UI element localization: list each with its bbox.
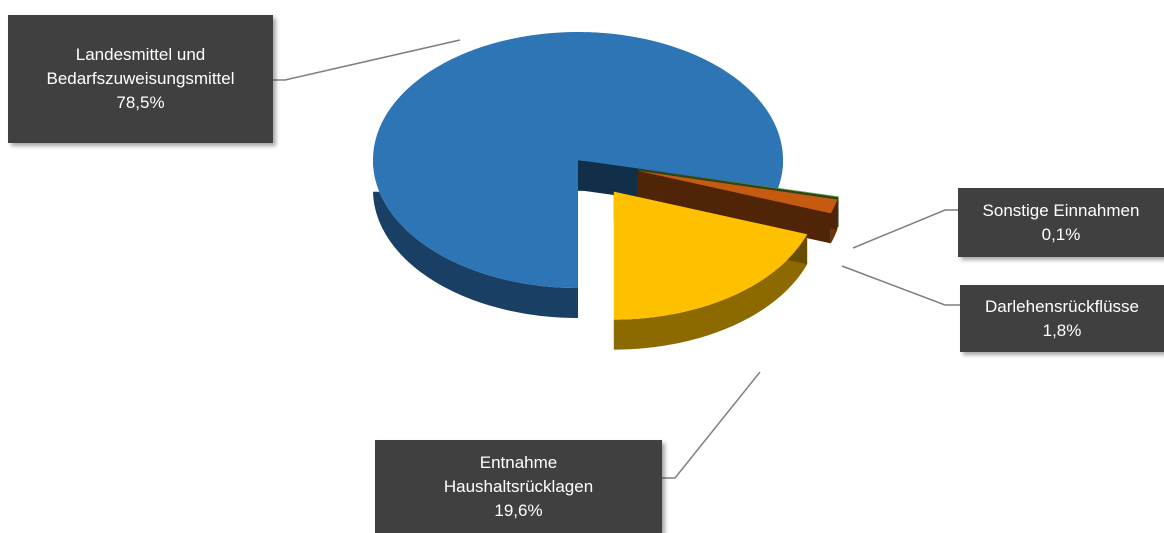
- label-category: Entnahme Haushaltsrücklagen: [443, 452, 594, 496]
- leader-line: [273, 39, 461, 81]
- data-label: Darlehensrückflüsse 1,8%: [960, 285, 1164, 352]
- data-label: Sonstige Einnahmen 0,1%: [958, 188, 1164, 257]
- label-value: 19,6%: [494, 500, 543, 520]
- pie-tops: [373, 32, 839, 320]
- label-value: 0,1%: [1041, 224, 1081, 244]
- pie-slice: [637, 170, 838, 214]
- label-category: Darlehensrückflüsse: [984, 296, 1139, 316]
- pie-side: [613, 234, 808, 350]
- leader-lines: [273, 39, 960, 479]
- pie: [373, 32, 839, 350]
- pie-slice: [638, 168, 839, 198]
- data-label: Entnahme Haushaltsrücklagen 19,6%: [375, 440, 662, 533]
- pie-slice: [613, 191, 808, 320]
- label-value: 1,8%: [1042, 320, 1082, 340]
- leader-line: [662, 371, 761, 479]
- pie-wall: [637, 170, 831, 244]
- leader-line: [841, 265, 960, 306]
- data-label: Landesmittel und Bedarfszuweisungsmittel…: [8, 15, 273, 143]
- pie-side: [373, 160, 783, 318]
- leader-line: [852, 209, 958, 249]
- label-category: Landesmittel und Bedarfszuweisungsmittel: [46, 45, 235, 88]
- pie-slice: [373, 32, 783, 289]
- label-value: 78,5%: [116, 93, 165, 112]
- label-category: Sonstige Einnahmen: [982, 200, 1140, 220]
